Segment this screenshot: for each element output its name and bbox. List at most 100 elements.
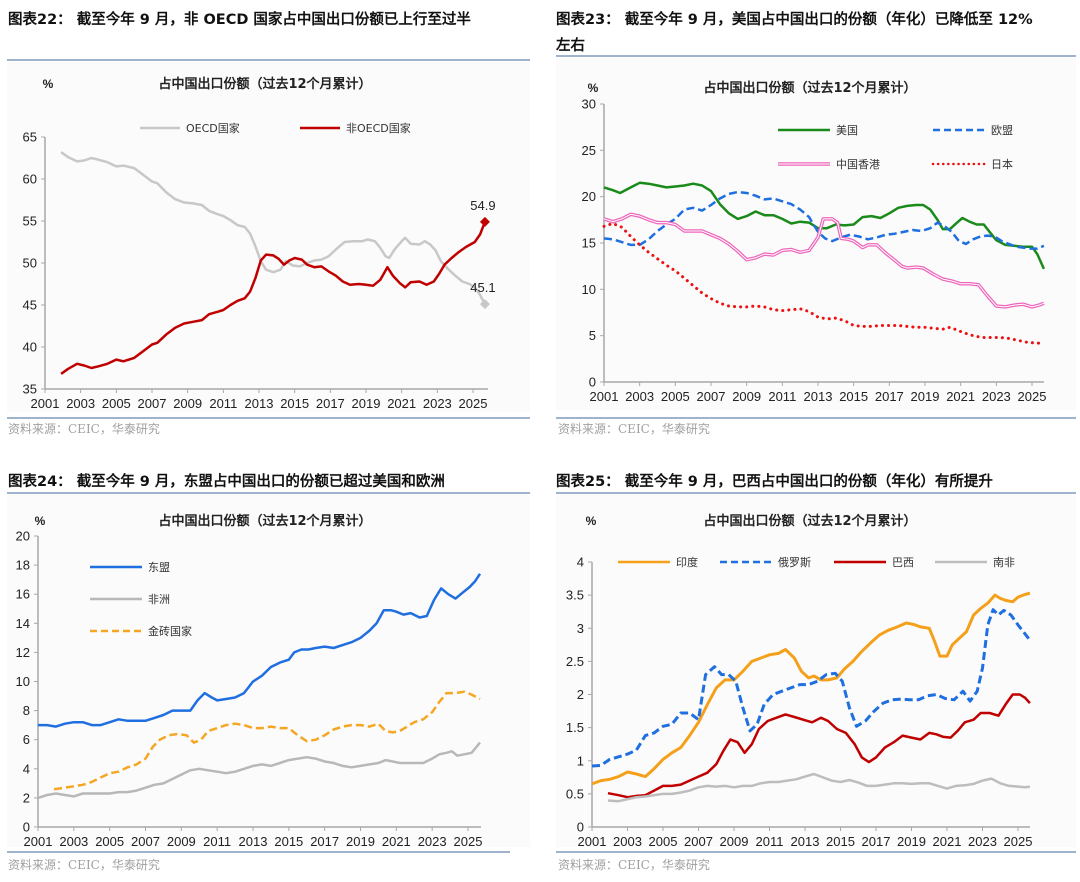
y-tick-label: 60 [23,172,37,187]
series-欧盟 [603,190,1045,250]
x-tick-label: 2017 [862,834,891,849]
series-非OECD国家 [60,221,487,375]
y-tick-label: 30 [582,97,596,112]
x-tick-label: 2009 [720,834,749,849]
y-tick-label: 65 [23,130,37,145]
y-tick-label: 40 [23,340,37,355]
x-tick-label: 2007 [138,396,167,411]
y-tick-label: 20 [582,189,596,204]
x-tick-label: 2003 [66,396,95,411]
chart-c22: 占中国出口份额（过去12个月累计）% 35 40 45 50 55 60 65 2001 2003… [23,76,496,411]
x-tick-label: 2023 [968,834,997,849]
y-tick-label: 10 [16,674,30,689]
series-line [607,772,1031,803]
chart-panel-25 [556,495,1076,847]
series-日本 [602,222,1046,345]
data-label: 54.9 [470,198,495,213]
series-line [603,181,1046,270]
series-巴西 [607,693,1031,799]
series-line [37,741,481,800]
source-rule-23 [556,417,1076,419]
y-tick-label: 15 [582,236,596,251]
y-tick-label: 1.5 [566,720,584,735]
data-label: 45.1 [470,280,495,295]
x-tick-label: 2011 [768,389,796,404]
x-tick-label: 2007 [684,834,713,849]
x-tick-label: 2015 [280,396,309,411]
x-tick-label: 2025 [454,834,483,849]
legend-label: 欧盟 [991,124,1013,137]
x-tick-label: 2001 [590,389,619,404]
y-axis-unit: % [586,514,597,528]
source-rule-24 [7,851,510,853]
series-印度 [591,591,1031,786]
x-tick-label: 2019 [352,396,381,411]
x-tick-label: 2001 [578,834,607,849]
x-tick-label: 2017 [875,389,904,404]
chart-title: 占中国出口份额（过去12个月累计） [158,513,371,529]
legend-label: 南非 [993,556,1015,569]
title-rule-22 [7,59,530,61]
legend-label: 金砖国家 [148,624,192,638]
series-东盟 [38,573,482,728]
series-line [602,222,1046,345]
legend-label: 巴西 [892,556,914,569]
x-tick-label: 2021 [933,834,962,849]
x-tick-label: 2011 [209,396,237,411]
legend-label: 印度 [676,555,698,569]
x-tick-label: 2007 [697,389,726,404]
chart-title: 占中国出口份额（过去12个月累计） [703,80,916,96]
end-point-marker [479,299,490,310]
series-line [607,693,1031,799]
figure-title-23-line2: 左右 [556,38,585,54]
y-tick-label: 50 [23,256,37,271]
series-line [591,608,1032,768]
x-tick-label: 2023 [418,834,447,849]
source-rule-22 [7,417,530,419]
x-tick-label: 2005 [95,834,124,849]
x-tick-label: 2021 [382,834,411,849]
chart-c25: 占中国出口份额（过去12个月累计）% 0 0.5 1 1.5 2 2.5 3 3.5 4 2001 2… [566,513,1033,849]
x-tick-label: 2015 [826,834,855,849]
y-tick-label: 5 [589,328,596,343]
y-tick-label: 45 [23,298,37,313]
y-tick-label: 14 [16,616,30,631]
legend-label: OECD国家 [186,121,240,135]
figure-title-23: 图表23： 截至今年 9 月，美国占中国出口的份额（年化）已降低至 12% [556,12,1033,28]
y-tick-label: 25 [582,143,596,158]
y-tick-label: 10 [582,282,596,297]
x-tick-label: 2019 [897,834,926,849]
y-tick-label: 3 [577,621,584,636]
x-tick-label: 2005 [661,389,690,404]
y-tick-label: 35 [23,382,37,397]
legend-label: 中国香港 [836,158,880,171]
series-金砖国家 [53,690,481,791]
y-tick-label: 0.5 [566,786,584,801]
series-line [60,151,487,305]
x-tick-label: 2011 [203,834,231,849]
x-tick-label: 2013 [791,834,820,849]
x-tick-label: 2017 [316,396,345,411]
source-rule-25 [556,851,1076,853]
y-tick-label: 4 [577,555,584,570]
x-tick-label: 2021 [946,389,975,404]
chart-panel-23 [556,58,1076,410]
legend-label: 非OECD国家 [346,121,411,135]
x-tick-label: 2001 [31,396,60,411]
series-俄罗斯 [591,608,1032,768]
x-tick-label: 2011 [756,834,784,849]
title-rule-25 [556,492,1076,494]
x-tick-label: 2015 [274,834,303,849]
x-tick-label: 2005 [649,834,678,849]
legend-label: 美国 [836,124,858,137]
y-axis-unit: % [588,81,599,95]
legend-label: 俄罗斯 [778,556,811,569]
source-note-22: 资料来源：CEIC，华泰研究 [8,422,160,436]
end-point-marker [479,216,490,227]
title-rule-24 [7,492,530,494]
x-tick-label: 2003 [59,834,88,849]
series-line [591,591,1031,786]
series-line-inner [603,213,1045,308]
title-rule-23 [556,55,1076,57]
